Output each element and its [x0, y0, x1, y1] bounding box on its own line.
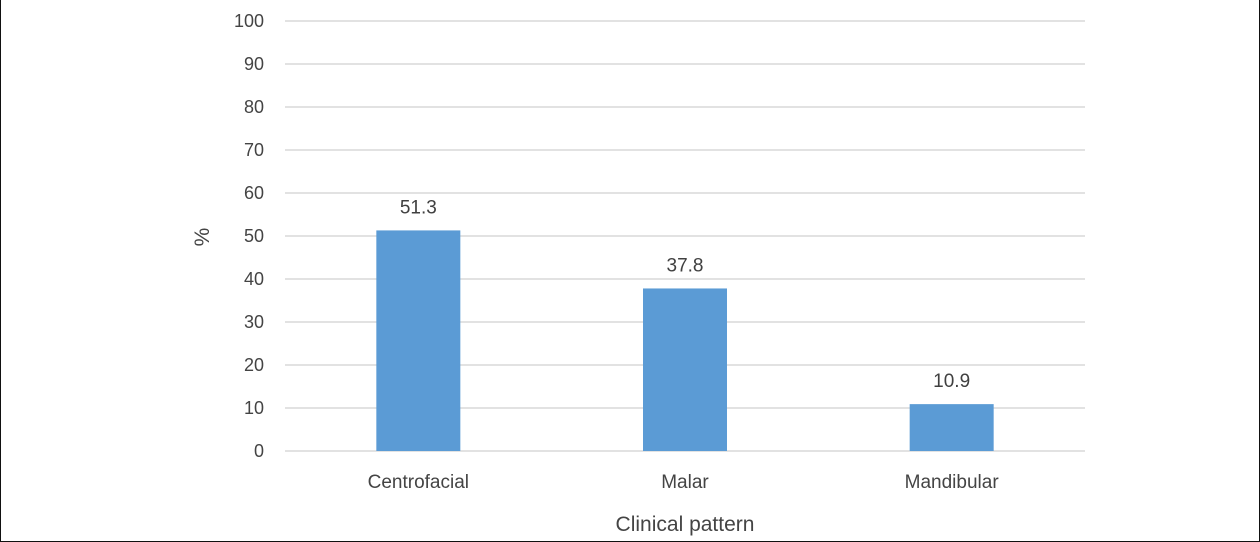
y-tick-label: 20 — [244, 355, 264, 375]
y-tick-label: 60 — [244, 183, 264, 203]
bar-mandibular — [909, 404, 994, 451]
category-label: Malar — [661, 472, 709, 493]
category-label: Mandibular — [905, 472, 1000, 493]
bar-centrofacial — [376, 230, 461, 451]
y-tick-label: 80 — [244, 97, 264, 117]
bar-malar — [643, 288, 727, 451]
y-tick-label: 50 — [244, 226, 264, 246]
data-label: 10.9 — [933, 371, 970, 392]
y-tick-label: 90 — [244, 54, 264, 74]
category-label: Centrofacial — [368, 472, 469, 493]
y-tick-label: 40 — [244, 269, 264, 289]
data-label: 51.3 — [400, 197, 437, 218]
data-label: 37.8 — [667, 255, 704, 276]
y-tick-label: 70 — [244, 140, 264, 160]
x-axis-title: Clinical pattern — [616, 513, 755, 536]
y-tick-label: 30 — [244, 312, 264, 332]
category-labels: Centrofacial Malar Mandibular — [368, 472, 1000, 493]
y-tick-label: 100 — [234, 11, 264, 31]
data-labels: 51.3 37.8 10.9 — [400, 197, 970, 392]
bars — [376, 230, 994, 451]
y-tick-label: 10 — [244, 398, 264, 418]
y-axis-title: % — [191, 228, 214, 247]
y-tick-label: 0 — [254, 441, 264, 461]
y-tick-labels: 0 10 20 30 40 50 60 70 80 90 100 — [234, 11, 264, 461]
